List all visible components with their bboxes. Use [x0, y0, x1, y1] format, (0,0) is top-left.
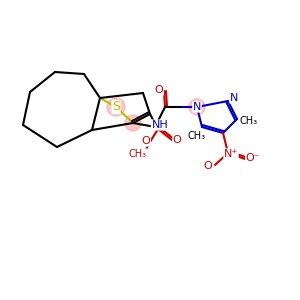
- Text: N⁺: N⁺: [224, 149, 238, 159]
- Circle shape: [189, 99, 205, 115]
- Text: N: N: [230, 93, 238, 103]
- Text: N: N: [193, 102, 201, 112]
- Text: CH₃: CH₃: [129, 149, 147, 159]
- Circle shape: [125, 115, 141, 131]
- Text: O: O: [142, 136, 150, 146]
- Text: CH₃: CH₃: [240, 116, 258, 126]
- Text: NH: NH: [152, 120, 168, 130]
- Circle shape: [107, 98, 125, 116]
- Text: O: O: [172, 135, 182, 145]
- Text: S: S: [112, 100, 120, 113]
- Text: CH₃: CH₃: [188, 131, 206, 141]
- Text: O: O: [154, 85, 164, 95]
- Text: O: O: [204, 161, 212, 171]
- Text: O⁻: O⁻: [246, 153, 260, 163]
